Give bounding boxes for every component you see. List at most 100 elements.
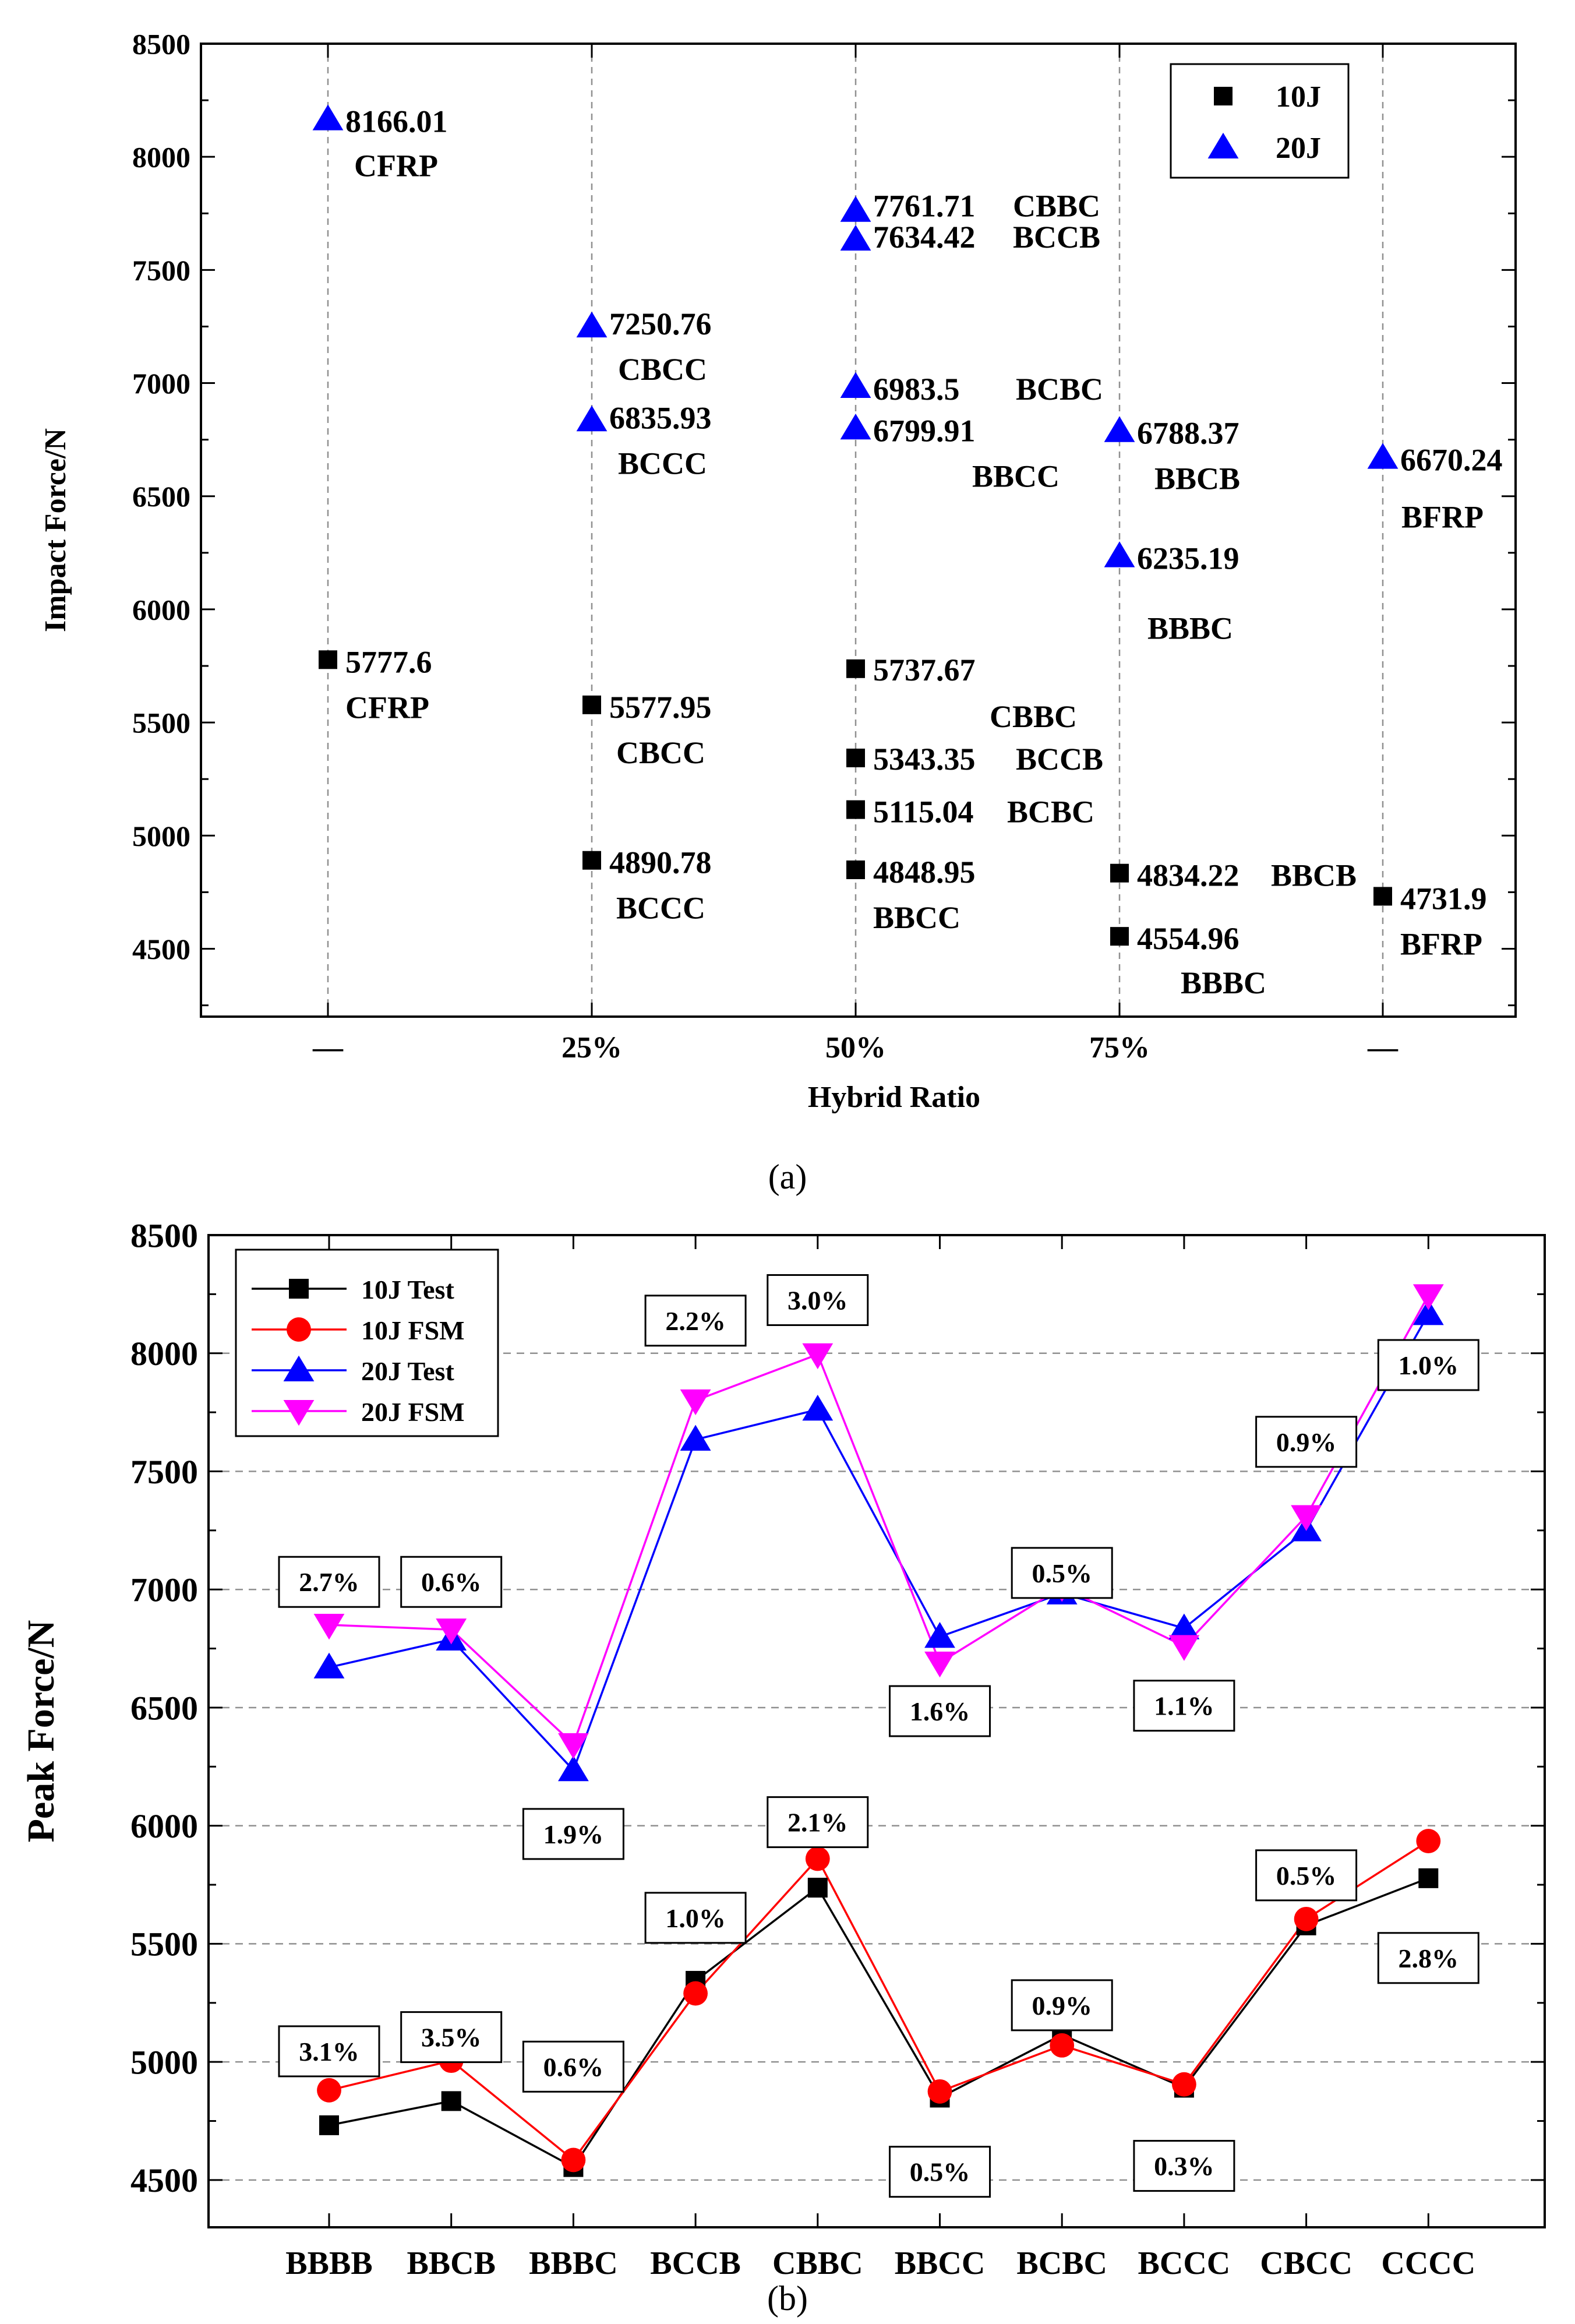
error-annotation: 0.9%	[1011, 1979, 1113, 2032]
legend-marker-20j-test	[283, 1355, 315, 1381]
legend-marker-10j-fsm	[287, 1317, 311, 1342]
y-tick-label: 5000	[130, 2043, 198, 2081]
x-tick-label: —	[1367, 1031, 1399, 1064]
annotation-text: 3.5%	[421, 2023, 482, 2053]
data-point-20j-fsm	[1168, 1635, 1200, 1661]
annotation-text: 1.9%	[543, 1819, 604, 1849]
legend-marker-10j-test	[289, 1279, 309, 1299]
error-annotation: 3.5%	[400, 2011, 503, 2064]
error-annotation: 0.6%	[522, 2040, 624, 2093]
data-point-20j-fsm	[924, 1651, 955, 1678]
data-label-name: BFRP	[1401, 500, 1484, 535]
y-tick-label: 8500	[132, 28, 190, 61]
error-annotation: 2.2%	[644, 1295, 747, 1347]
data-point-20j-test	[680, 1424, 711, 1451]
data-label-name: BBBC	[1181, 965, 1266, 1000]
data-label-value: 4731.9	[1400, 881, 1487, 916]
data-point-10j-fsm	[1050, 2033, 1075, 2058]
error-annotation: 0.5%	[1011, 1547, 1113, 1599]
legend: 10J 20J	[1170, 63, 1350, 179]
annotation-box	[889, 1685, 991, 1737]
error-annotation: 1.9%	[522, 1808, 624, 1860]
y-axis-label: Impact Force/N	[39, 428, 72, 632]
annotation-text: 0.6%	[421, 1567, 482, 1597]
series-line-20j-fsm	[329, 1295, 1429, 1746]
annotation-text: 3.0%	[788, 1286, 848, 1316]
error-annotation: 1.0%	[644, 1892, 747, 1944]
annotation-box	[1133, 2140, 1235, 2192]
data-label-name: BBCB	[1271, 858, 1357, 893]
data-label-value: 4890.78	[609, 845, 712, 880]
data-point-10j-fsm	[561, 2147, 586, 2173]
legend-label: 10J	[1276, 80, 1321, 114]
plot-frame	[207, 1234, 1546, 2228]
annotation-text: 2.2%	[665, 1306, 726, 1336]
data-point-10j-fsm	[1172, 2072, 1196, 2097]
legend-label: 20J	[1276, 132, 1321, 165]
y-tick-label: 7500	[130, 1453, 198, 1491]
data-label-value: 7250.76	[609, 306, 712, 341]
annotation-text: 0.3%	[1154, 2152, 1214, 2181]
data-point-20j-bbbc	[1104, 541, 1135, 567]
annotation-text: 0.9%	[1032, 1991, 1092, 2020]
data-point-20j-cbbc	[840, 196, 871, 222]
legend-marker-20j-fsm	[283, 1400, 315, 1426]
data-point-20j-fsm	[1291, 1505, 1322, 1531]
data-point-20j-fsm	[313, 1614, 345, 1640]
data-point-20j-test	[1168, 1613, 1200, 1639]
y-tick-label: 5500	[130, 1926, 198, 1963]
data-point-10j-bccc	[582, 851, 601, 870]
data-point-10j-cbbc	[846, 659, 865, 678]
data-label-name: CBBC	[990, 699, 1077, 734]
data-label-name: BCCC	[618, 446, 707, 481]
annotation-text: 0.5%	[1032, 1558, 1092, 1588]
error-annotation: 0.9%	[1255, 1416, 1358, 1468]
annotation-box	[278, 1556, 380, 1608]
x-tick-label: CCCC	[1381, 2245, 1475, 2281]
data-point-20j-bcbc	[840, 372, 871, 398]
data-label-value: 6235.19	[1137, 541, 1239, 576]
annotation-box	[767, 1796, 869, 1849]
data-label-value: 6670.24	[1400, 443, 1503, 478]
data-label-name: BFRP	[1400, 926, 1482, 961]
data-point-10j-fsm	[1294, 1906, 1319, 1931]
annotation-box	[522, 1808, 624, 1860]
y-tick-label: 8500	[130, 1216, 198, 1254]
data-point-20j-fsm	[436, 1618, 467, 1645]
data-point-20j-bbcc	[840, 413, 871, 440]
data-point-10j-bbcb	[1110, 863, 1129, 883]
annotation-text: 1.1%	[1154, 1691, 1214, 1721]
data-point-10j-cbcc	[582, 695, 601, 714]
annotation-text: 3.1%	[299, 2037, 359, 2066]
data-point-10j-fsm	[927, 2079, 952, 2104]
legend-box	[1170, 63, 1350, 179]
annotation-text: 1.0%	[665, 1903, 726, 1933]
legend-label: 20J FSM	[361, 1397, 465, 1427]
data-label-value: 5777.6	[345, 644, 432, 679]
data-point-10j-bcbc	[846, 800, 865, 819]
data-label-value: 6835.93	[609, 400, 712, 435]
y-tick-label: 7000	[130, 1571, 198, 1609]
error-annotation: 2.7%	[278, 1556, 380, 1608]
data-label-name: CBCC	[616, 735, 705, 770]
data-point-20j-test	[924, 1622, 955, 1648]
annotation-box	[1255, 1416, 1358, 1468]
annotation-text: 0.5%	[910, 2157, 970, 2187]
y-axis-label: Peak Force/N	[20, 1620, 62, 1843]
error-annotation: 0.6%	[400, 1556, 503, 1608]
annotation-text: 2.1%	[788, 1808, 848, 1838]
data-point-20j-fsm	[1412, 1284, 1444, 1310]
x-tick-label: BCCC	[1138, 2245, 1231, 2281]
data-point-20j-fsm	[680, 1389, 711, 1416]
annotation-box	[1011, 1547, 1113, 1599]
data-label-name: CBCC	[618, 352, 707, 387]
annotation-text: 1.6%	[910, 1697, 970, 1726]
error-annotation: 3.0%	[767, 1274, 869, 1327]
x-tick-label: BBCB	[407, 2245, 496, 2281]
data-point-10j-fsm	[805, 1846, 830, 1871]
data-point-20j-bbcb	[1104, 416, 1135, 442]
data-label-name: BCCB	[1016, 742, 1103, 777]
panel-b-label: (b)	[767, 2279, 808, 2318]
x-tick-label: —	[312, 1031, 344, 1064]
data-point-10j-bbbc	[1110, 927, 1129, 946]
